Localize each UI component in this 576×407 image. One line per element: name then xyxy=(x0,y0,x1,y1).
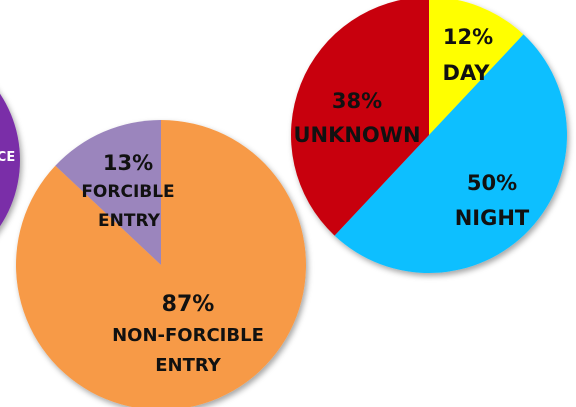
unknown-percent-label: 38% xyxy=(332,89,382,113)
time-slice-1 xyxy=(334,34,567,273)
entry-slice-1 xyxy=(16,120,306,407)
pie-chart-time-of-day xyxy=(291,0,567,273)
unknown-label: UNKNOWN xyxy=(293,123,420,147)
forcible-label-line1: FORCIBLE xyxy=(81,182,174,202)
day-percent-label: 12% xyxy=(443,25,493,49)
night-percent-label: 50% xyxy=(467,171,517,195)
pie-chart-entry xyxy=(16,119,306,407)
time-slice-2 xyxy=(291,0,429,236)
forcible-label-line2: ENTRY xyxy=(98,211,161,231)
partial-slice-label: CE xyxy=(0,150,15,165)
forcible-percent-label: 13% xyxy=(103,151,153,175)
time-slice-0 xyxy=(429,0,524,135)
pie-slice-purple xyxy=(0,93,20,227)
nonforcible-label-line1: NON-FORCIBLE xyxy=(112,325,264,346)
entry-slice-0 xyxy=(55,119,162,265)
nonforcible-label-line2: ENTRY xyxy=(155,355,222,376)
nonforcible-percent-label: 87% xyxy=(162,292,215,317)
day-label: DAY xyxy=(443,61,491,85)
night-label: NIGHT xyxy=(455,206,530,230)
pie-chart-partial xyxy=(0,93,20,227)
